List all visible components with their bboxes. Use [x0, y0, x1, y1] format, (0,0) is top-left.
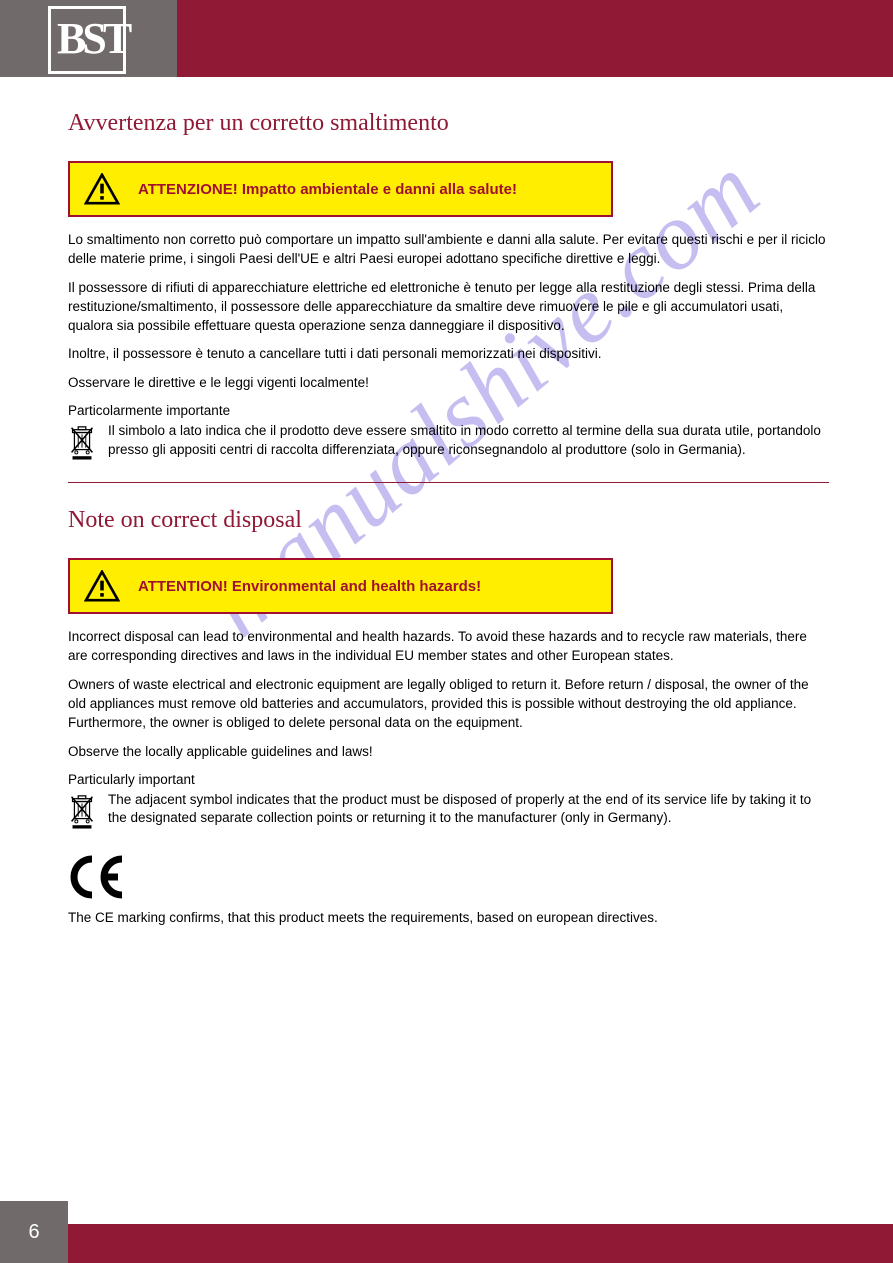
page-content: Avvertenza per un corretto smaltimento A…: [68, 110, 829, 925]
weee-icon: [68, 424, 96, 460]
logo-text: BST: [57, 13, 128, 64]
warning-icon: [84, 173, 120, 205]
ce-block: The CE marking confirms, that this produ…: [68, 855, 829, 925]
section-title-it: Avvertenza per un corretto smaltimento: [68, 110, 829, 137]
para-it-1: Lo smaltimento non corretto può comporta…: [68, 231, 829, 269]
para-it-2: Il possessore di rifiuti di apparecchiat…: [68, 279, 829, 336]
weee-text-it: Il simbolo a lato indica che il prodotto…: [108, 422, 829, 460]
ce-text: The CE marking confirms, that this produ…: [68, 910, 829, 925]
section-en: Note on correct disposal ATTENTION! Envi…: [68, 507, 829, 924]
weee-text-en: The adjacent symbol indicates that the p…: [108, 791, 829, 829]
weee-row-en: The adjacent symbol indicates that the p…: [68, 791, 829, 829]
warning-text-it: ATTENZIONE! Impatto ambientale e danni a…: [138, 181, 517, 198]
para-it-4: Osservare le direttive e le leggi vigent…: [68, 374, 829, 393]
para-en-1: Incorrect disposal can lead to environme…: [68, 628, 829, 666]
ce-mark-icon: [68, 855, 128, 899]
para-en-3: Observe the locally applicable guideline…: [68, 743, 829, 762]
highlight-it: Particolarmente importante: [68, 403, 829, 418]
section-title-en: Note on correct disposal: [68, 507, 829, 534]
warning-icon: [84, 570, 120, 602]
weee-row-it: Il simbolo a lato indica che il prodotto…: [68, 422, 829, 460]
header-bar: [177, 0, 893, 77]
para-en-2: Owners of waste electrical and electroni…: [68, 676, 829, 733]
warning-text-en: ATTENTION! Environmental and health haza…: [138, 578, 481, 595]
footer-page-block: 6: [0, 1201, 68, 1263]
footer-bar: [68, 1224, 893, 1263]
weee-icon: [68, 793, 96, 829]
highlight-en: Particularly important: [68, 772, 829, 787]
section-divider: [68, 482, 829, 483]
warning-box-en: ATTENTION! Environmental and health haza…: [68, 558, 613, 614]
warning-box-it: ATTENZIONE! Impatto ambientale e danni a…: [68, 161, 613, 217]
brand-logo: BST: [48, 6, 126, 74]
para-it-3: Inoltre, il possessore è tenuto a cancel…: [68, 345, 829, 364]
page-number: 6: [28, 1221, 39, 1244]
